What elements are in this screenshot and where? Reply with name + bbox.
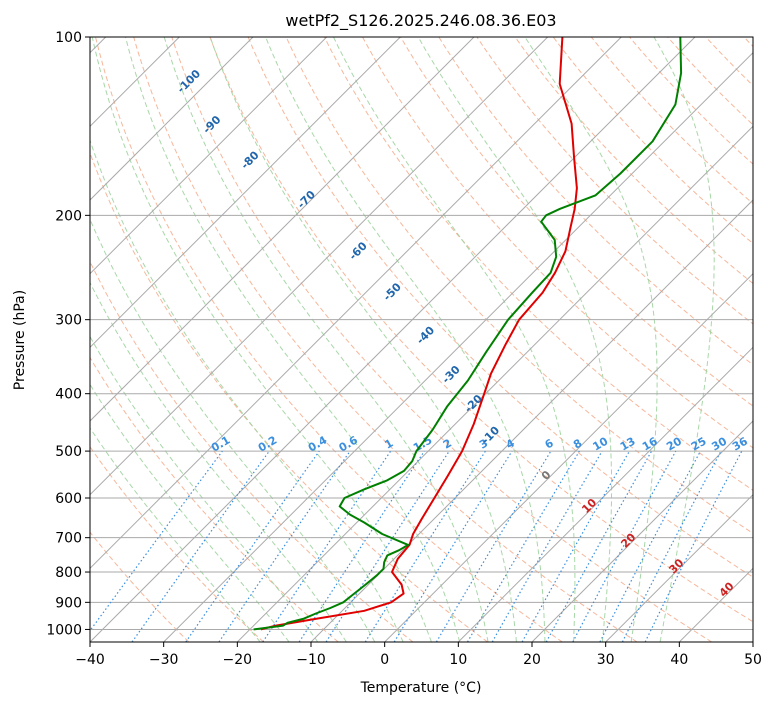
moist-adiabat	[417, 37, 613, 642]
moist-adiabat	[125, 37, 461, 642]
isotherm	[90, 37, 549, 496]
moist-adiabat	[265, 37, 546, 642]
dry-adiabat	[171, 37, 712, 642]
x-tick-label: 30	[597, 652, 615, 668]
chart-title: wetPf2_S126.2025.246.08.36.E03	[285, 11, 556, 31]
x-tick-label: −40	[75, 652, 105, 668]
moist-adiabat	[90, 427, 261, 642]
x-tick-label: 40	[670, 652, 688, 668]
isotherm	[90, 37, 622, 570]
mixing-ratio-line	[218, 450, 351, 642]
isotherm	[90, 37, 475, 422]
moist-adiabat	[90, 335, 319, 642]
y-tick-label: 800	[55, 565, 82, 581]
mixing-ratio-line	[572, 450, 677, 642]
dry-adiabat	[133, 37, 638, 642]
moist-adiabat	[209, 37, 517, 642]
dry-adiabat	[90, 151, 488, 642]
y-tick-label: 200	[55, 208, 82, 224]
x-tick-label: 10	[449, 652, 467, 668]
dry-adiabat	[90, 531, 190, 642]
moist-adiabat	[653, 37, 715, 642]
isotherm	[90, 37, 696, 642]
moist-adiabat	[90, 281, 347, 642]
moist-adiabat	[524, 37, 658, 642]
moist-adiabat	[333, 37, 576, 642]
dry-adiabat	[90, 356, 339, 642]
isotherm	[752, 641, 753, 642]
x-tick-label: −30	[149, 652, 179, 668]
x-tick-label: −10	[296, 652, 326, 668]
y-tick-label: 700	[55, 531, 82, 547]
dry-adiabat	[438, 37, 753, 366]
y-tick-label: 400	[55, 387, 82, 403]
plot-background	[90, 37, 753, 642]
sounding-profiles	[253, 37, 683, 631]
x-tick-label: 20	[523, 652, 541, 668]
y-tick-label: 500	[55, 444, 82, 460]
dry-adiabat	[323, 37, 753, 491]
background-lines	[90, 37, 753, 642]
mixing-ratio-line	[325, 450, 450, 642]
isotherm	[384, 272, 753, 642]
x-axis-label: Temperature (°C)	[360, 680, 482, 696]
dewpoint-profile	[253, 37, 683, 631]
isotherm	[605, 493, 753, 642]
y-tick-label: 100	[55, 30, 82, 46]
y-tick-label: 900	[55, 595, 82, 611]
isotherm	[90, 37, 328, 275]
x-axis-ticks: −40 −30 −20 −10 0 10 20 30 40 50	[75, 642, 762, 668]
y-axis-ticks: 100 200 300 400 500 600 700 800 900 1000	[46, 30, 90, 638]
dry-adiabat	[400, 37, 753, 407]
mixing-ratio-line	[131, 450, 270, 642]
isotherm	[236, 125, 753, 642]
mixing-ratio-line	[185, 450, 320, 642]
dry-adiabat	[514, 37, 753, 285]
mixing-ratio-line	[644, 450, 743, 642]
dry-adiabat	[247, 37, 753, 578]
y-axis-label: Pressure (hPa)	[12, 290, 28, 390]
isotherm	[163, 51, 753, 642]
x-tick-label: 50	[744, 652, 762, 668]
dry-adiabat	[209, 37, 753, 623]
y-tick-label: 1000	[46, 622, 82, 638]
isotherm	[90, 37, 254, 201]
mixing-ratio-line	[393, 450, 513, 642]
plot-frame	[89, 36, 754, 643]
moist-adiabat	[90, 218, 376, 642]
y-tick-label: 300	[55, 313, 82, 329]
isotherm	[90, 37, 401, 349]
dry-adiabat	[285, 37, 753, 534]
y-tick-label: 600	[55, 491, 82, 507]
temperature-profile	[260, 37, 578, 631]
mixing-ratio-line	[90, 450, 223, 632]
mixing-ratio-line	[262, 450, 392, 642]
isotherm	[310, 199, 753, 642]
moist-adiabat	[91, 37, 432, 642]
moist-adiabat	[90, 138, 404, 642]
isotherm	[531, 420, 753, 642]
mixing-ratio-line	[545, 450, 653, 642]
dry-adiabat	[90, 445, 264, 642]
moist-adiabat	[163, 37, 489, 642]
isotherm	[457, 346, 753, 642]
dry-adiabat	[95, 37, 563, 642]
mixing-ratio-line	[521, 450, 631, 642]
x-tick-label: −20	[223, 652, 253, 668]
x-tick-label: 0	[380, 652, 389, 668]
moist-adiabat	[90, 383, 290, 642]
